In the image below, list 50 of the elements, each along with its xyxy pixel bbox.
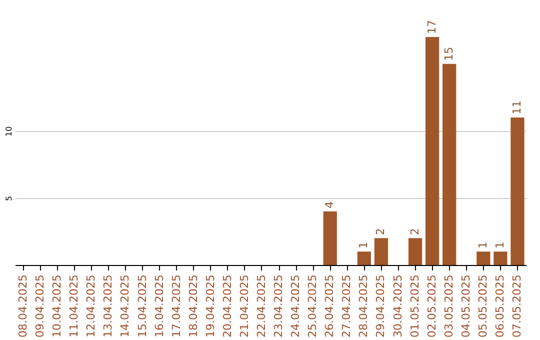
data-label: 1 xyxy=(476,242,490,249)
y-tick-label: 5 xyxy=(4,196,14,201)
x-tick-label: 24.04.2025 xyxy=(289,274,302,338)
x-tick-label: 13.04.2025 xyxy=(102,274,115,338)
x-tick-label: 26.04.2025 xyxy=(323,274,336,338)
x-tick-label: 05.05.2025 xyxy=(476,274,490,338)
x-tick-label: 07.05.2025 xyxy=(510,274,524,338)
x-tick-label: 17.04.2025 xyxy=(170,274,183,338)
data-label: 1 xyxy=(493,242,506,249)
data-label: 2 xyxy=(408,228,422,236)
bar xyxy=(494,252,508,265)
bar xyxy=(510,117,524,265)
x-tick-label: 01.05.2025 xyxy=(408,274,422,338)
x-tick-label: 16.04.2025 xyxy=(152,274,166,338)
data-label: 2 xyxy=(374,228,388,236)
x-tick-label: 28.04.2025 xyxy=(357,274,370,338)
x-tick-label: 09.04.2025 xyxy=(34,274,47,338)
x-tick-label: 20.04.2025 xyxy=(220,274,234,338)
x-tick-label: 06.05.2025 xyxy=(493,274,506,338)
data-label: 15 xyxy=(442,46,456,61)
x-tick-label: 22.04.2025 xyxy=(254,274,268,338)
x-tick-label: 08.04.2025 xyxy=(16,274,30,338)
x-tick-label: 19.04.2025 xyxy=(204,274,217,338)
x-tick-label: 12.04.2025 xyxy=(84,274,98,338)
x-tick-label: 21.04.2025 xyxy=(238,274,251,338)
bar xyxy=(476,252,490,265)
x-tick-label: 25.04.2025 xyxy=(306,274,320,338)
x-tick-label: 02.05.2025 xyxy=(425,274,438,338)
bar xyxy=(323,211,337,265)
x-tick-label: 18.04.2025 xyxy=(186,274,200,338)
x-tick-label: 11.04.2025 xyxy=(68,274,81,338)
bar xyxy=(408,238,422,265)
data-label: 11 xyxy=(510,100,524,114)
x-tick-label: 04.05.2025 xyxy=(459,274,472,338)
x-tick-label: 29.04.2025 xyxy=(374,274,388,338)
x-tick-label: 23.04.2025 xyxy=(272,274,286,338)
bar xyxy=(426,37,440,265)
x-tick-label: 30.04.2025 xyxy=(391,274,404,338)
x-tick-label: 10.04.2025 xyxy=(50,274,64,338)
bar xyxy=(442,64,456,265)
data-label: 17 xyxy=(425,20,438,34)
y-tick-label: 10 xyxy=(4,126,14,136)
x-tick-label: 03.05.2025 xyxy=(442,274,456,338)
x-tick-label: 15.04.2025 xyxy=(136,274,149,338)
bar xyxy=(374,238,388,265)
data-label: 4 xyxy=(323,201,336,208)
data-label: 1 xyxy=(357,242,370,249)
x-tick-label: 14.04.2025 xyxy=(118,274,132,338)
x-tick-label: 27.04.2025 xyxy=(340,274,354,338)
bar xyxy=(357,252,371,265)
